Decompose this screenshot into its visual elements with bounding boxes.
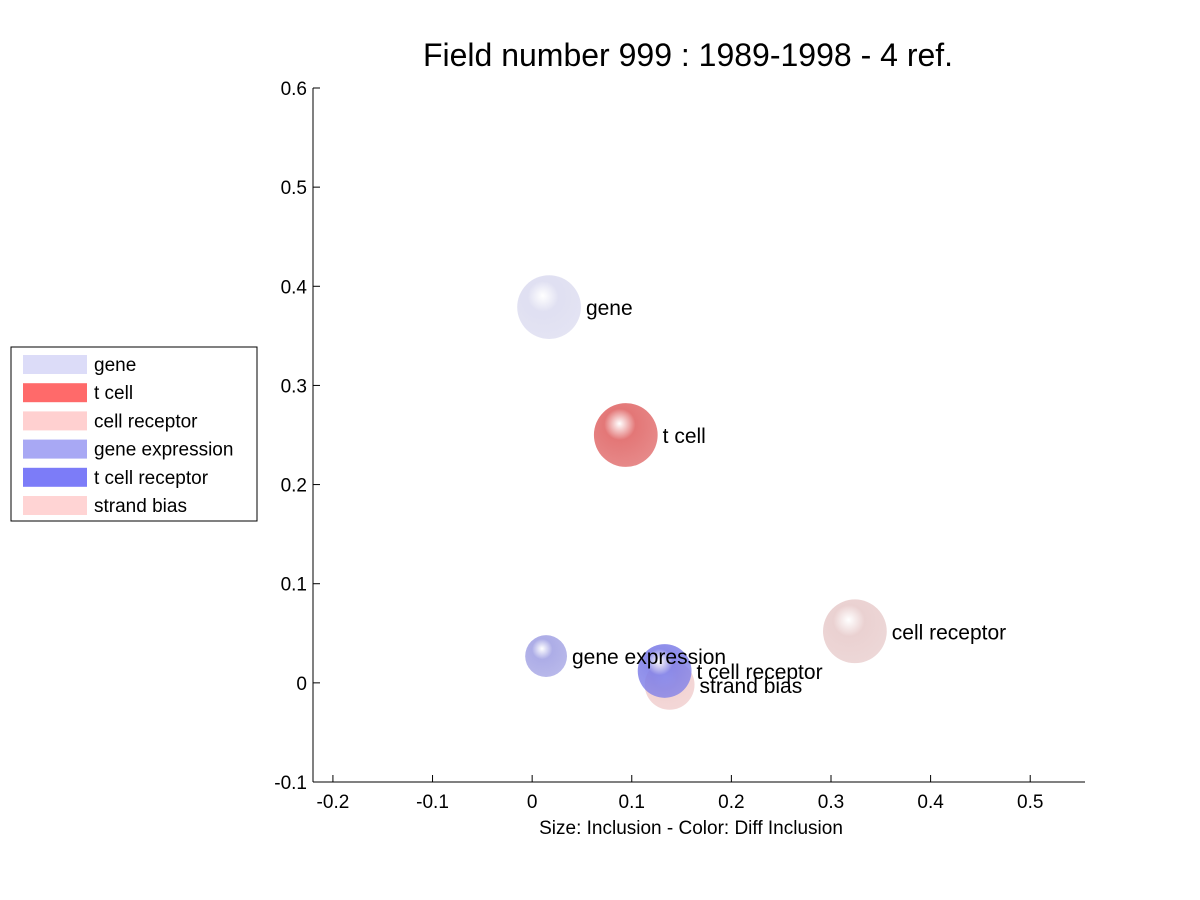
legend-label: t cell	[94, 383, 133, 404]
x-tick-label: 0.2	[718, 792, 744, 813]
legend-label: gene	[94, 355, 136, 376]
data-points	[517, 275, 887, 710]
y-tick-label: 0.1	[281, 575, 307, 596]
point-label: strand bias	[700, 675, 803, 698]
y-tick-label: 0.4	[281, 277, 308, 298]
x-tick-label: 0.1	[619, 792, 645, 813]
legend-label: t cell receptor	[94, 468, 209, 489]
x-tick-label: 0.5	[1017, 792, 1043, 813]
y-tick-label: 0.5	[281, 178, 307, 199]
x-axis-label: Size: Inclusion - Color: Diff Inclusion	[539, 818, 843, 839]
y-tick-label: -0.1	[274, 773, 307, 794]
legend: gene t cell cell receptor gene expression t …	[10, 346, 258, 522]
legend-swatch	[23, 411, 87, 431]
point-label: cell receptor	[892, 621, 1006, 644]
axes: -0.2 -0.1 0 0.1 0.2 0.3 0.4 0.5 -0.1 0 0.1 0.2 0.3 0.…	[274, 79, 1085, 813]
point-label: gene	[586, 297, 633, 320]
point-gene-expression	[525, 635, 568, 678]
x-tick-label: 0	[527, 792, 538, 813]
point-labels: gene t cell cell receptor gene expression st…	[572, 297, 1006, 698]
y-tick-label: 0.6	[281, 79, 307, 100]
legend-label: gene expression	[94, 440, 233, 461]
x-tick-label: 0.4	[917, 792, 944, 813]
legend-box	[10, 346, 258, 522]
point-gene	[517, 275, 581, 339]
legend-swatch	[23, 439, 87, 459]
legend-label: strand bias	[94, 496, 187, 517]
point-label: t cell receptor	[697, 661, 823, 684]
legend-label: cell receptor	[94, 411, 198, 432]
point-t-cell	[593, 403, 658, 467]
point-label: gene expression	[572, 646, 726, 669]
x-tick-label: 0.3	[818, 792, 844, 813]
point-label: t cell	[663, 425, 706, 448]
chart-title: Field number 999 : 1989-1998 - 4 ref.	[423, 37, 953, 73]
y-tick-label: 0	[296, 674, 307, 695]
x-tick-label: -0.1	[416, 792, 449, 813]
point-t-cell-receptor	[637, 644, 692, 698]
y-tick-label: 0.2	[281, 476, 307, 497]
legend-swatch	[23, 355, 87, 374]
legend-swatch	[23, 467, 87, 487]
point-cell-receptor	[823, 599, 887, 664]
y-tick-label: 0.3	[281, 376, 307, 397]
legend-swatch	[23, 496, 87, 515]
x-tick-label: -0.2	[317, 792, 350, 813]
legend-swatch	[23, 383, 87, 403]
